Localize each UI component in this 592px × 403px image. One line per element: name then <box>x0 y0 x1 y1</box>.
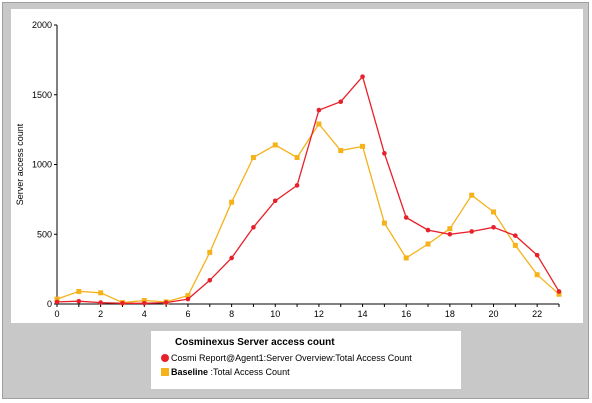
tick-labels: 0 500 1000 1500 2000 0 2 4 6 8 10 12 14 16 18 20 22 <box>32 20 560 319</box>
x-tick-label: 20 <box>489 309 499 319</box>
data-point <box>469 192 475 198</box>
data-point <box>491 209 497 215</box>
legend-title: Cosminexus Server access count <box>175 337 335 348</box>
data-point <box>98 300 103 305</box>
legend-item-label: :Total Access Count <box>208 367 290 377</box>
data-point <box>76 298 82 304</box>
legend-item-label: Cosmi Report@Agent1:Server Overview:Tota… <box>171 353 412 363</box>
data-point <box>185 296 191 302</box>
data-point <box>54 296 60 302</box>
x-tick-label: 18 <box>445 309 455 319</box>
data-point <box>163 300 169 305</box>
data-point <box>360 74 365 79</box>
series-line <box>56 122 560 304</box>
y-axis-title: Server access count <box>15 123 25 205</box>
data-point <box>250 155 256 161</box>
y-tick-label: 0 <box>47 299 52 309</box>
x-tick-label: 0 <box>54 309 59 319</box>
data-point <box>207 277 213 283</box>
orange-square-marker-icon <box>161 368 169 376</box>
data-point <box>338 148 344 154</box>
data-point <box>141 298 147 304</box>
series-line <box>56 75 560 304</box>
data-point <box>76 288 82 294</box>
data-point <box>185 293 191 299</box>
x-tick-label: 14 <box>358 309 368 319</box>
plot-area: 0 500 1000 1500 2000 0 2 4 6 8 10 12 14 16 18 20 22 Serv… <box>11 9 583 323</box>
data-point <box>338 99 344 105</box>
y-tick-label: 1500 <box>32 90 52 100</box>
y-tick-label: 2000 <box>32 20 52 30</box>
legend: Cosminexus Server access count Cosmi Rep… <box>151 331 461 389</box>
data-point <box>382 151 387 156</box>
axes <box>56 25 559 305</box>
data-point <box>512 242 518 248</box>
data-point <box>447 226 453 232</box>
data-point <box>425 227 431 233</box>
data-point <box>272 142 278 148</box>
line-chart: 0 500 1000 1500 2000 0 2 4 6 8 10 12 14 16 18 20 22 Serv… <box>15 20 562 319</box>
x-tick-label: 8 <box>229 309 234 319</box>
y-tick-label: 1000 <box>32 160 52 170</box>
data-point <box>316 121 322 127</box>
legend-item-baseline: Baseline :Total Access Count <box>161 367 290 377</box>
data-point <box>403 215 409 220</box>
data-point <box>469 229 474 234</box>
data-point <box>534 252 540 258</box>
data-point <box>251 224 256 230</box>
red-circle-marker-icon <box>161 354 169 362</box>
x-tick-label: 22 <box>532 309 542 319</box>
series-baseline <box>54 121 562 306</box>
data-point <box>316 107 322 113</box>
data-point <box>447 231 453 237</box>
y-tick-label: 500 <box>37 229 52 239</box>
series-layer <box>54 74 562 306</box>
data-point <box>272 198 278 204</box>
data-point <box>425 241 431 247</box>
data-point <box>513 233 518 238</box>
data-point <box>229 255 234 261</box>
data-point <box>207 249 213 255</box>
data-point <box>556 289 562 294</box>
data-point <box>534 272 540 278</box>
data-point <box>229 199 235 205</box>
data-point <box>54 299 60 305</box>
x-tick-label: 4 <box>142 309 147 319</box>
legend-item-bold-label: Baseline <box>171 367 209 377</box>
x-tick-label: 2 <box>98 309 103 319</box>
x-tick-label: 6 <box>185 309 190 319</box>
data-point <box>294 155 300 161</box>
x-tick-label: 12 <box>314 309 324 319</box>
data-point <box>491 224 496 230</box>
data-point <box>381 220 387 226</box>
data-point <box>294 183 300 188</box>
data-point <box>360 143 366 149</box>
x-tick-label: 16 <box>401 309 411 319</box>
series-cosmi-report <box>54 74 562 306</box>
data-point <box>142 301 147 306</box>
data-point <box>556 291 562 297</box>
data-point <box>403 255 409 261</box>
legend-item-cosmi-report: Cosmi Report@Agent1:Server Overview:Tota… <box>161 353 412 363</box>
data-point <box>120 301 125 306</box>
x-tick-label: 10 <box>270 309 280 319</box>
data-point <box>98 290 104 296</box>
chart-panel: 0 500 1000 1500 2000 0 2 4 6 8 10 12 14 16 18 20 22 Serv… <box>2 2 589 399</box>
